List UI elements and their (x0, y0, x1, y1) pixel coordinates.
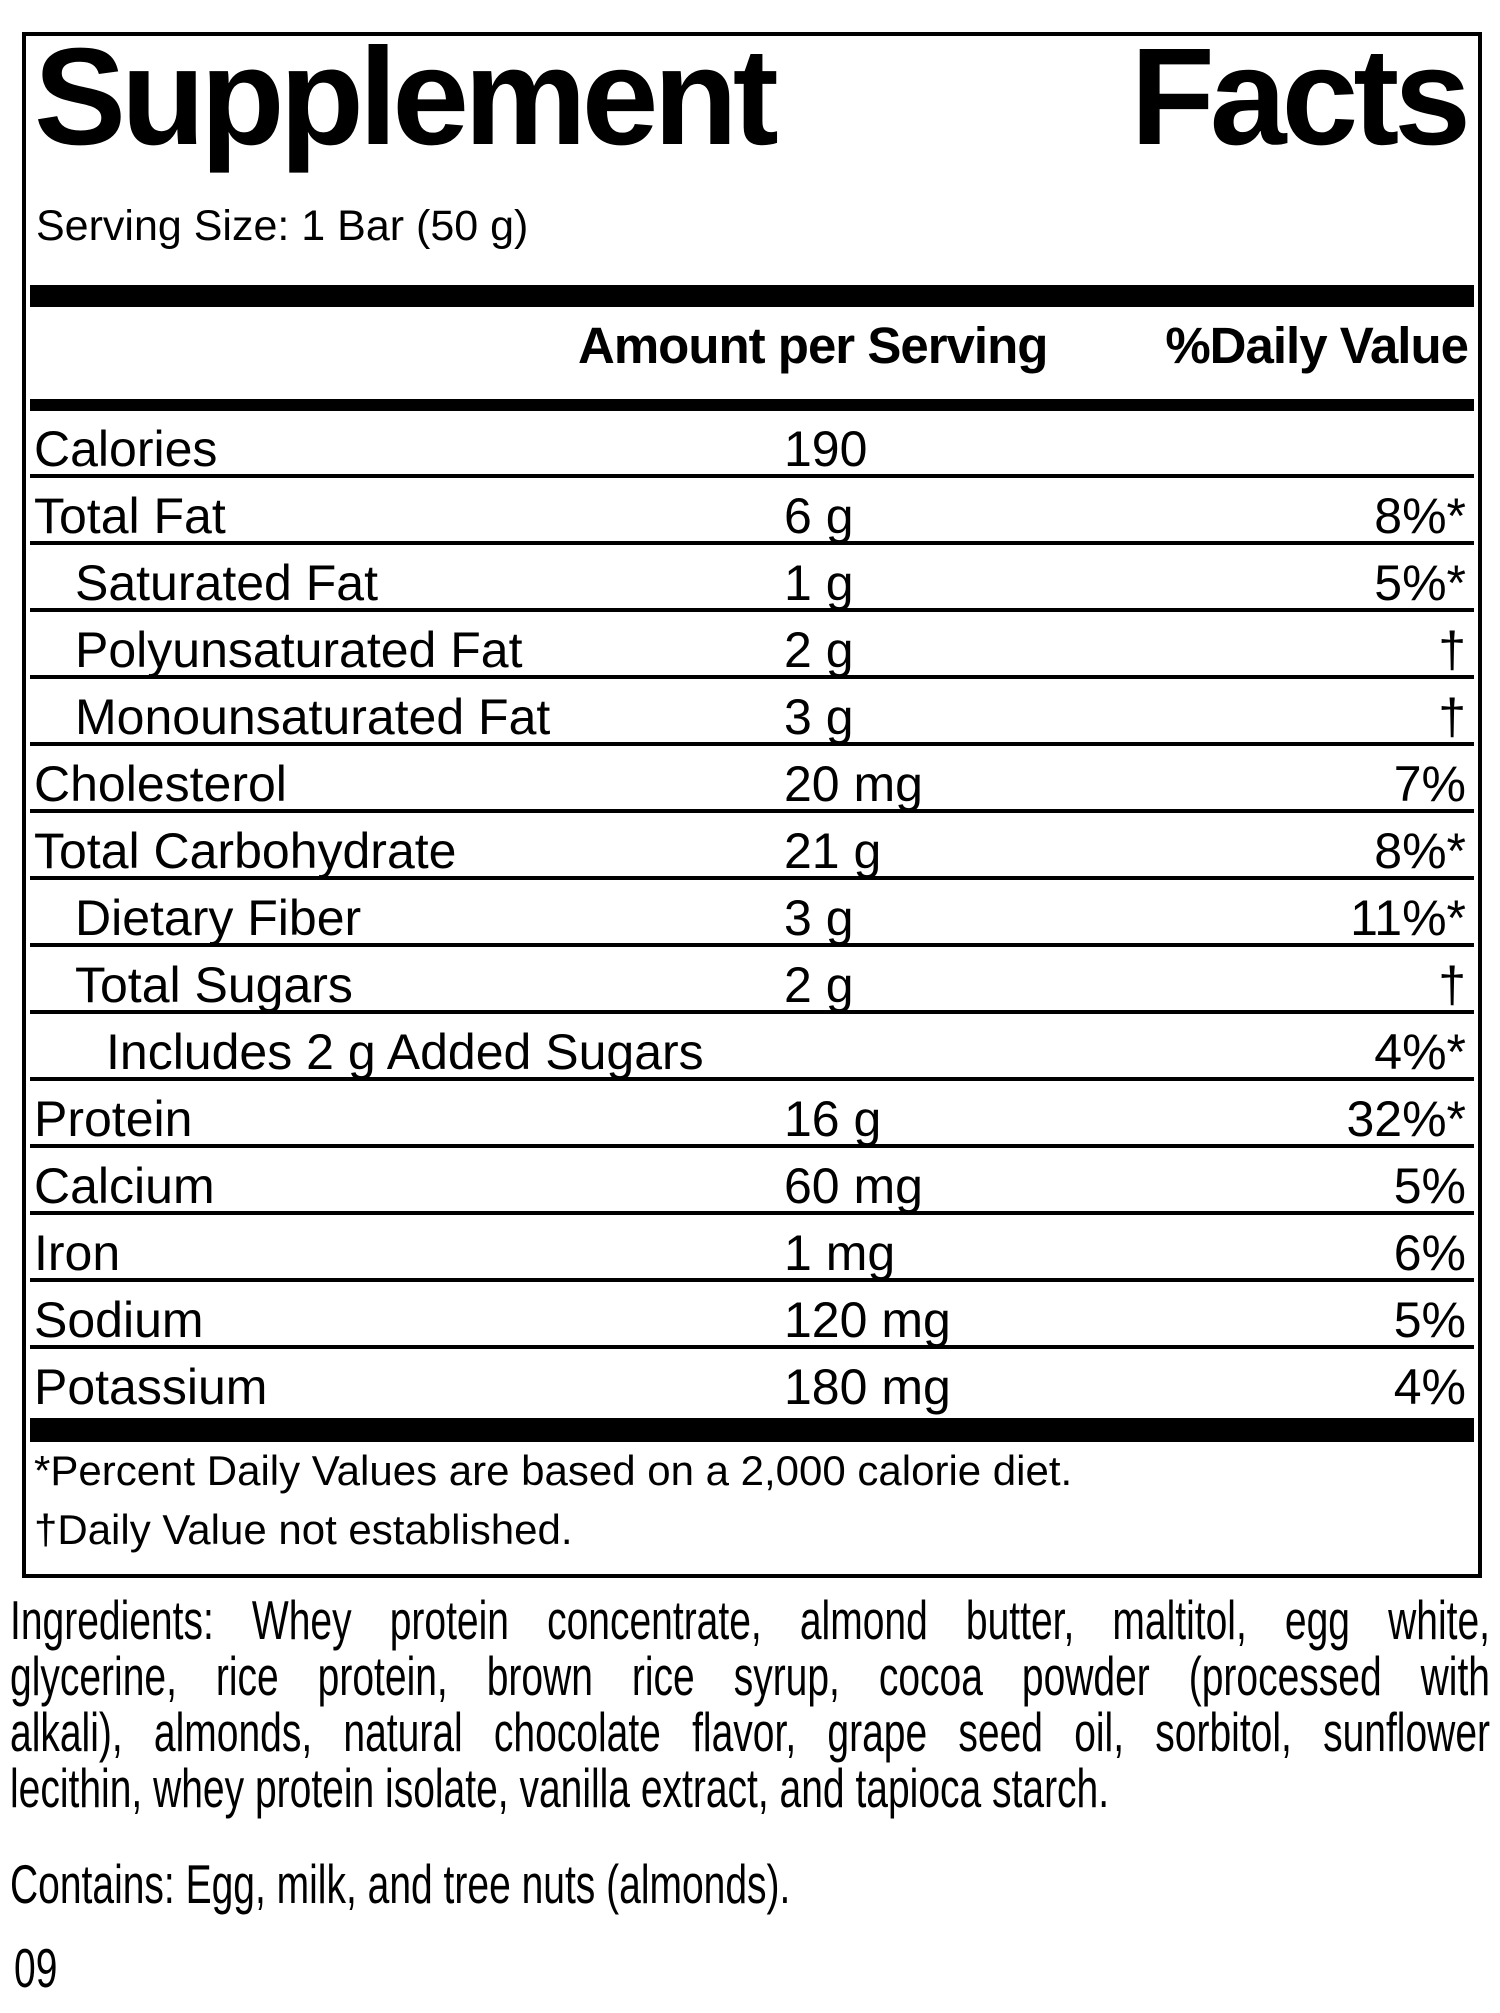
nutrient-row: Includes 2 g Added Sugars 4%* (30, 1014, 1474, 1081)
nutrient-row: Iron 1 mg 6% (30, 1215, 1474, 1282)
nutrient-daily-value: 8%* (1374, 488, 1466, 544)
ingredients-line: glycerine, rice protein, brown rice syru… (10, 1647, 1490, 1708)
nutrient-name: Polyunsaturated Fat (75, 622, 523, 678)
title-word-supplement: Supplement (34, 20, 779, 174)
nutrient-row: Saturated Fat 1 g 5%* (30, 545, 1474, 612)
ingredients-line: alkali), almonds, natural chocolate flav… (10, 1703, 1490, 1764)
nutrient-amount: 180 mg (784, 1359, 951, 1415)
nutrient-daily-value: 32%* (1346, 1091, 1466, 1147)
nutrient-row: Monounsaturated Fat 3 g † (30, 679, 1474, 746)
title-word-facts: Facts (1130, 20, 1471, 174)
nutrient-daily-value: † (1438, 957, 1466, 1013)
nutrient-amount: 21 g (784, 823, 882, 879)
nutrient-row: Total Carbohydrate 21 g 8%* (30, 813, 1474, 880)
ingredients-line: Ingredients: Whey protein concentrate, a… (10, 1591, 1490, 1652)
nutrient-row: Total Sugars 2 g † (30, 947, 1474, 1014)
thick-rule-top (30, 285, 1474, 307)
nutrient-daily-value: 5% (1393, 1158, 1466, 1214)
footnote-dagger: †Daily Value not established. (34, 1506, 573, 1553)
nutrient-name: Protein (34, 1091, 193, 1147)
contains-statement: Contains: Egg, milk, and tree nuts (almo… (10, 1855, 791, 1916)
nutrient-name: Dietary Fiber (75, 890, 362, 946)
nutrient-amount: 20 mg (784, 756, 923, 812)
nutrient-amount: 1 g (784, 555, 854, 611)
nutrient-row: Calories 190 (30, 411, 1474, 478)
nutrient-name: Calories (34, 421, 218, 477)
nutrient-amount: 60 mg (784, 1158, 923, 1214)
nutrient-name: Total Sugars (75, 957, 353, 1013)
amount-per-serving-header: Amount per Serving (578, 317, 1048, 374)
nutrient-daily-value: 5% (1393, 1292, 1466, 1348)
nutrient-amount: 2 g (784, 622, 854, 678)
nutrient-row: Calcium 60 mg 5% (30, 1148, 1474, 1215)
nutrient-name: Potassium (34, 1359, 268, 1415)
supplement-facts-panel: Supplement Facts Serving Size: 1 Bar (50… (22, 28, 1482, 1578)
nutrient-row: Cholesterol 20 mg 7% (30, 746, 1474, 813)
daily-value-header: %Daily Value (1165, 317, 1469, 374)
thick-rule-mid (30, 399, 1474, 411)
facts-title: Supplement Facts (34, 20, 1471, 174)
footnote-daily-values: *Percent Daily Values are based on a 2,0… (34, 1447, 1073, 1494)
nutrient-daily-value: † (1438, 622, 1466, 678)
nutrient-name: Cholesterol (34, 756, 287, 812)
nutrient-daily-value: 7% (1393, 756, 1466, 812)
column-headers: Amount per Serving %Daily Value (26, 316, 1469, 376)
nutrient-row: Potassium 180 mg 4% (30, 1349, 1474, 1416)
nutrient-row: Sodium 120 mg 5% (30, 1282, 1474, 1349)
nutrient-name: Saturated Fat (75, 555, 378, 611)
ingredients-paragraph: Ingredients: Whey protein concentrate, a… (10, 1591, 1490, 1820)
nutrient-name: Sodium (34, 1292, 204, 1348)
nutrient-amount: 120 mg (784, 1292, 951, 1348)
nutrient-row: Dietary Fiber 3 g 11%* (30, 880, 1474, 947)
nutrient-name: Calcium (34, 1158, 215, 1214)
ingredients-line: lecithin, whey protein isolate, vanilla … (10, 1759, 1110, 1820)
nutrient-daily-value: 8%* (1374, 823, 1466, 879)
nutrient-amount: 2 g (784, 957, 854, 1013)
nutrient-row: Total Fat 6 g 8%* (30, 478, 1474, 545)
nutrient-daily-value: 4%* (1374, 1024, 1466, 1080)
nutrient-name: Iron (34, 1225, 121, 1281)
nutrient-rows: Calories 190 Total Fat 6 g 8%* Saturated… (30, 411, 1474, 1416)
thick-rule-bottom (30, 1418, 1474, 1442)
nutrient-daily-value: 6% (1393, 1225, 1466, 1281)
nutrient-daily-value: † (1438, 689, 1466, 745)
nutrient-name: Monounsaturated Fat (75, 689, 551, 745)
nutrient-daily-value: 11%* (1350, 890, 1466, 946)
nutrient-row: Protein 16 g 32%* (30, 1081, 1474, 1148)
nutrient-name: Total Fat (34, 488, 226, 544)
nutrient-daily-value: 5%* (1374, 555, 1466, 611)
nutrient-amount: 190 (784, 421, 868, 477)
nutrient-row: Polyunsaturated Fat 2 g † (30, 612, 1474, 679)
nutrient-name: Includes 2 g Added Sugars (106, 1024, 704, 1080)
nutrient-amount: 1 mg (784, 1225, 896, 1281)
nutrient-amount: 3 g (784, 689, 854, 745)
serving-size: Serving Size: 1 Bar (50 g) (36, 202, 529, 250)
nutrient-amount: 6 g (784, 488, 854, 544)
nutrient-amount: 3 g (784, 890, 854, 946)
footer-code: 09 (14, 1939, 58, 2000)
nutrient-daily-value: 4% (1393, 1359, 1466, 1415)
nutrient-amount: 16 g (784, 1091, 882, 1147)
nutrient-name: Total Carbohydrate (34, 823, 457, 879)
